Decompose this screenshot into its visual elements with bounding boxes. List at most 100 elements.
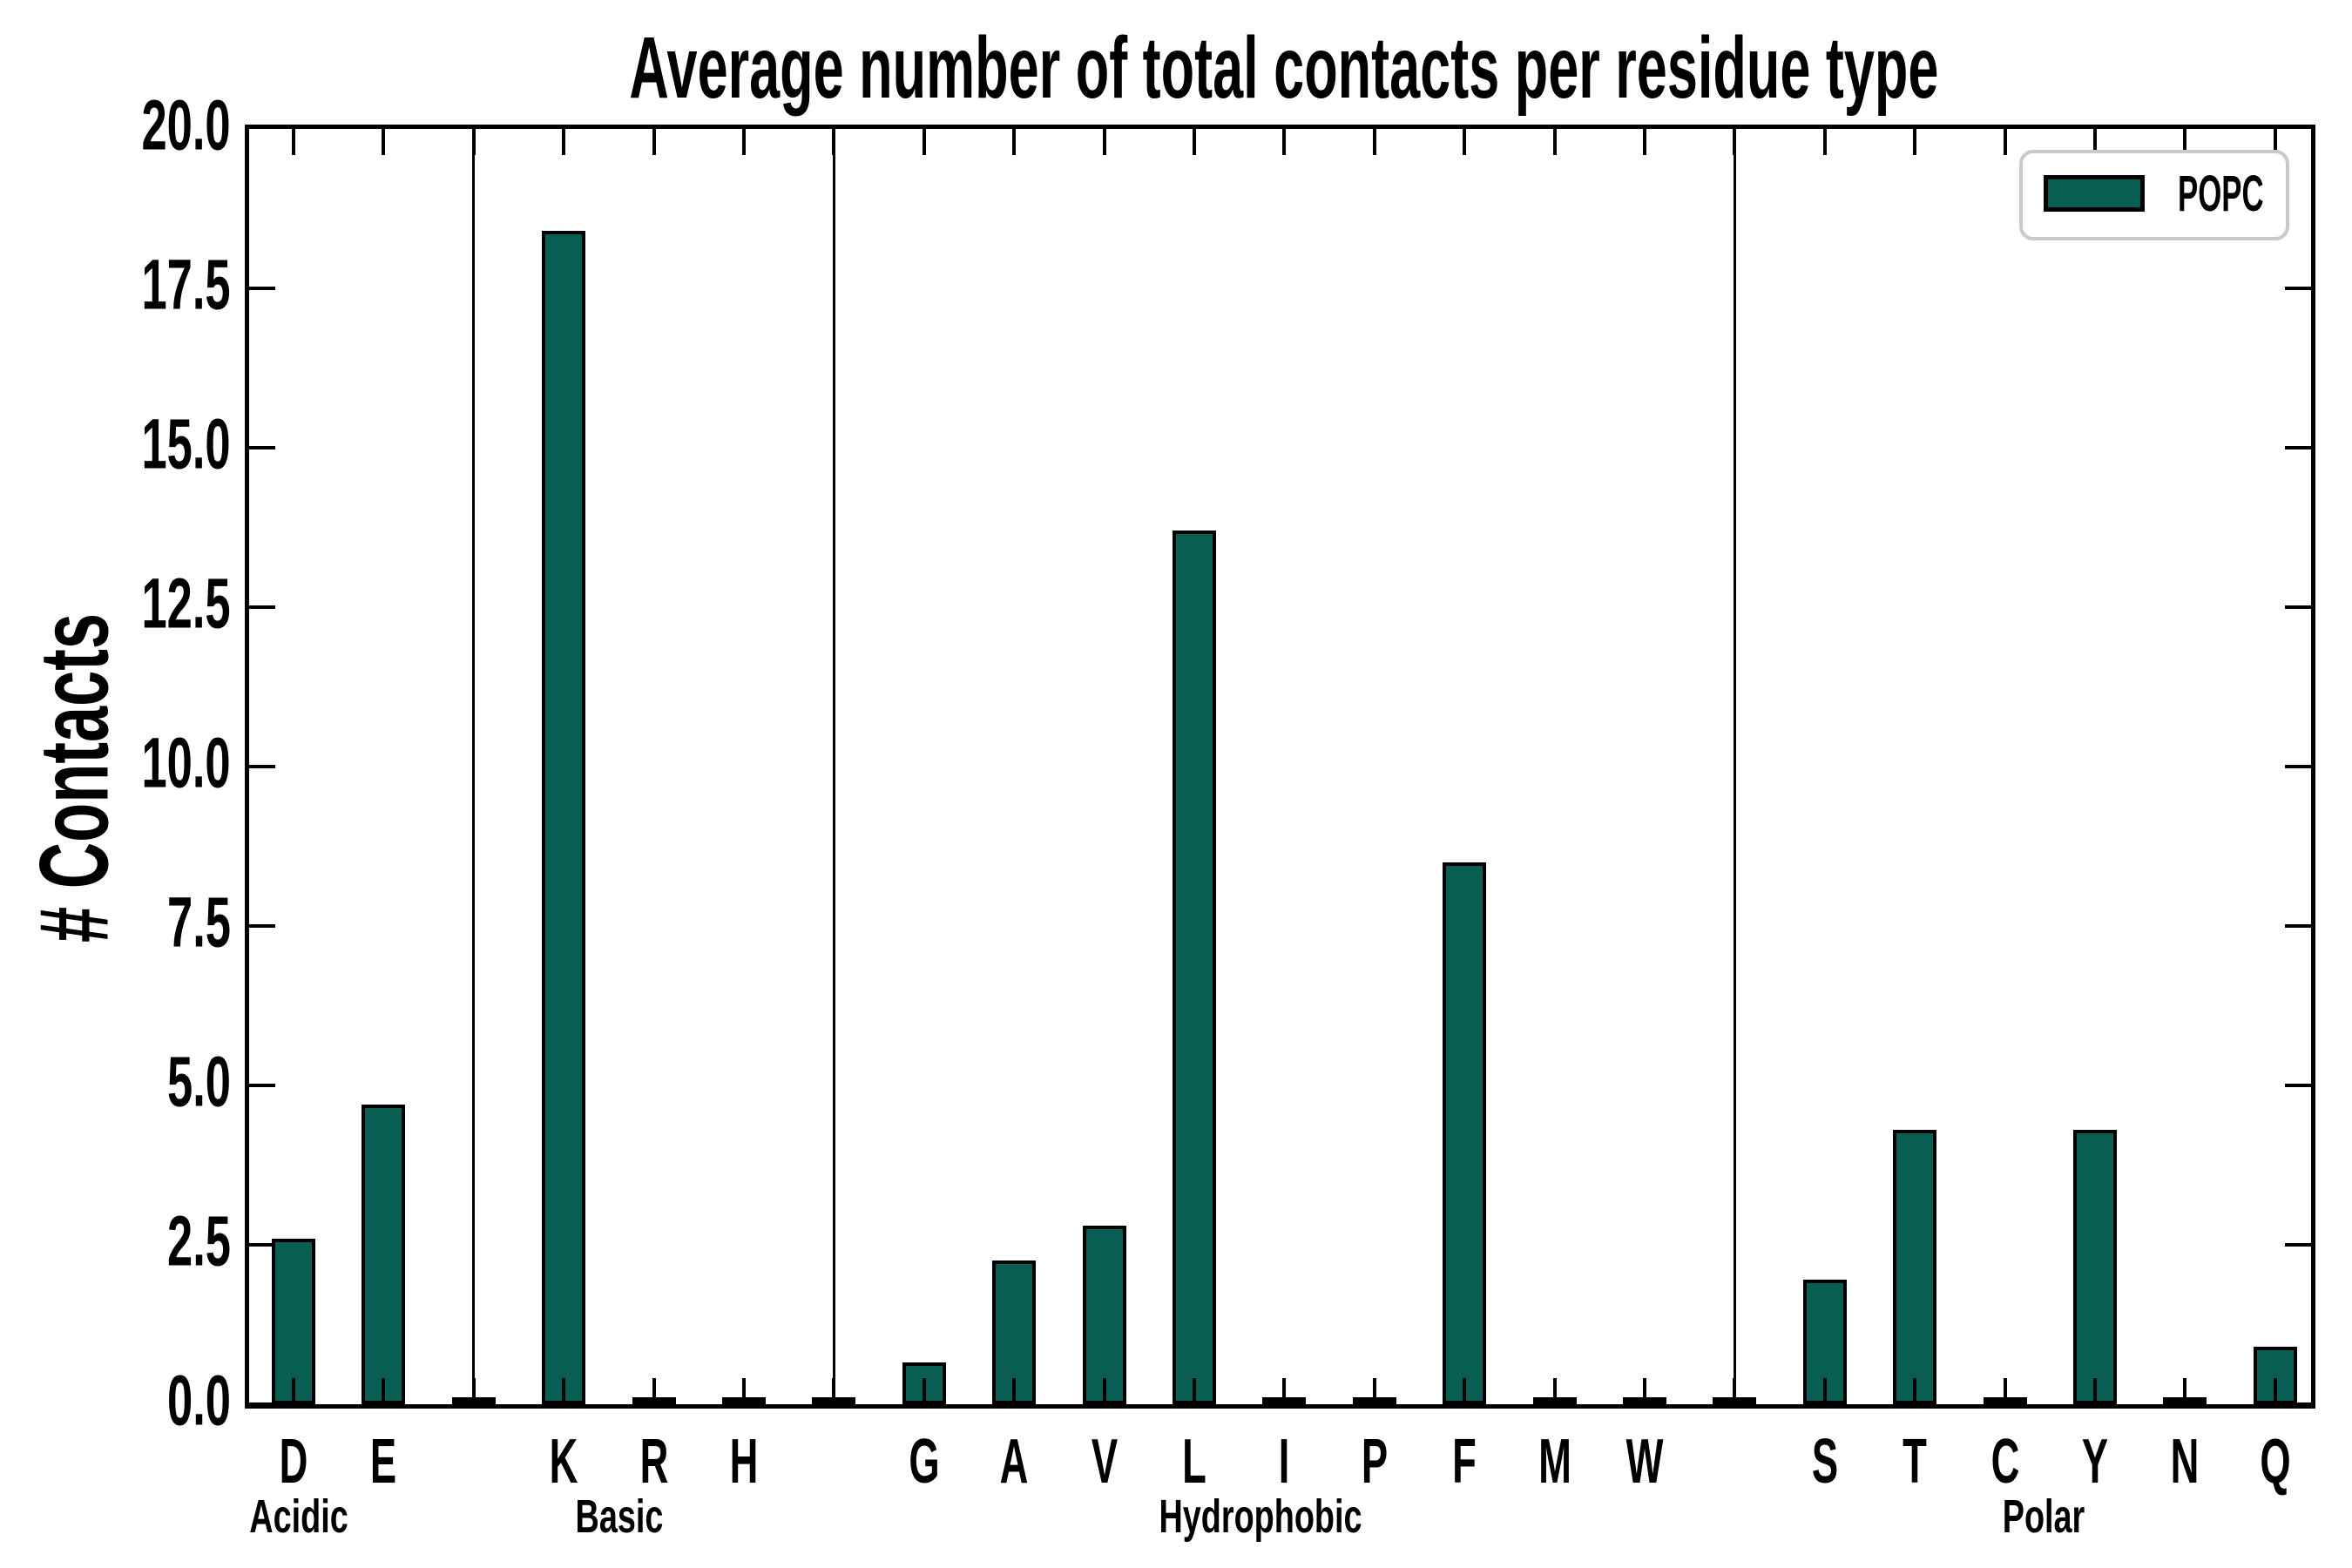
x-tick-label-text: V: [1091, 1427, 1118, 1497]
y-tick-label-2.5: 2.5: [132, 1206, 231, 1278]
x-tick-top: [1282, 129, 1287, 155]
x-tick-label-R: R: [632, 1430, 677, 1493]
x-tick-label-text: Q: [2260, 1427, 2291, 1497]
x-tick-top: [471, 129, 476, 155]
x-tick-label-text: P: [1361, 1427, 1388, 1497]
x-tick-bottom: [1282, 1378, 1287, 1404]
y-tick-right: [2285, 1084, 2311, 1087]
x-tick-bottom: [1102, 1378, 1106, 1404]
x-tick-top: [2273, 129, 2277, 155]
x-tick-label-text: I: [1279, 1427, 1290, 1497]
group-label-polar: Polar: [1985, 1493, 2103, 1540]
y-tick-right: [2285, 1402, 2311, 1406]
y-tick-label-text: 17.5: [141, 245, 231, 325]
y-tick-label-text: 20.0: [141, 85, 231, 166]
y-tick-label-text: 7.5: [167, 882, 231, 963]
x-tick-label-text: G: [909, 1427, 940, 1497]
x-tick-label-S: S: [1804, 1430, 1846, 1493]
legend-label-text: POPC: [2178, 165, 2264, 222]
y-tick-left: [249, 1084, 275, 1087]
x-tick-label-P: P: [1354, 1430, 1396, 1493]
group-label-hydrophobic: Hydrophobic: [1116, 1493, 1406, 1540]
y-tick-label-10.0: 10.0: [91, 723, 231, 803]
x-tick-bottom: [652, 1378, 656, 1404]
y-tick-label-text: 10.0: [141, 723, 231, 803]
x-tick-label-text: M: [1538, 1427, 1571, 1497]
x-tick-label-C: C: [1983, 1430, 2028, 1493]
group-label-basic: Basic: [557, 1493, 682, 1540]
x-tick-bottom: [562, 1378, 566, 1404]
y-tick-right: [2285, 765, 2311, 768]
x-tick-label-L: L: [1175, 1430, 1213, 1493]
bar-V: [1082, 1226, 1126, 1404]
bar-Y: [2073, 1130, 2117, 1404]
x-tick-top: [652, 129, 656, 155]
x-tick-bottom: [1193, 1378, 1196, 1404]
x-tick-bottom: [922, 1378, 926, 1404]
x-tick-label-text: N: [2171, 1427, 2200, 1497]
group-divider: [1733, 129, 1736, 1404]
bar-D: [272, 1239, 315, 1404]
x-tick-label-D: D: [271, 1430, 316, 1493]
x-tick-top: [1913, 129, 1917, 155]
x-tick-top: [292, 129, 295, 155]
y-tick-right: [2285, 446, 2311, 449]
x-tick-label-text: K: [549, 1427, 578, 1497]
x-tick-bottom: [1372, 1378, 1376, 1404]
x-tick-label-N: N: [2162, 1430, 2207, 1493]
x-tick-bottom: [1733, 1378, 1737, 1404]
y-tick-label-15.0: 15.0: [91, 409, 231, 481]
x-tick-label-E: E: [362, 1430, 404, 1493]
y-tick-left: [249, 924, 275, 928]
y-tick-label-5.0: 5.0: [132, 1046, 231, 1119]
y-tick-label-20.0: 20.0: [91, 85, 231, 166]
y-tick-left: [249, 765, 275, 768]
legend-label: POPC: [2178, 165, 2321, 222]
x-tick-top: [1643, 129, 1646, 155]
y-tick-label-7.5: 7.5: [132, 882, 231, 963]
chart-title-text: Average number of total contacts per res…: [629, 19, 1939, 117]
x-tick-label-text: S: [1811, 1427, 1838, 1497]
x-tick-label-V: V: [1084, 1430, 1125, 1493]
x-tick-bottom: [292, 1378, 295, 1404]
x-tick-label-text: Y: [2081, 1427, 2109, 1497]
x-tick-label-I: I: [1275, 1430, 1293, 1493]
x-tick-label-Q: Q: [2251, 1430, 2300, 1493]
x-tick-bottom: [2093, 1378, 2097, 1404]
bar-F: [1443, 862, 1487, 1404]
x-tick-label-text: W: [1625, 1427, 1664, 1497]
x-tick-label-text: T: [1903, 1427, 1928, 1497]
bar-K: [542, 231, 586, 1404]
x-tick-label-Y: Y: [2074, 1430, 2116, 1493]
x-tick-label-text: H: [729, 1427, 759, 1497]
y-tick-left: [249, 1402, 275, 1406]
x-tick-bottom: [1913, 1378, 1917, 1404]
y-tick-left: [249, 446, 275, 449]
x-tick-top: [382, 129, 386, 155]
x-tick-top: [742, 129, 746, 155]
x-tick-top: [922, 129, 926, 155]
group-label-text: Hydrophobic: [1159, 1490, 1362, 1543]
legend-color-swatch: [2044, 175, 2145, 212]
group-divider: [832, 129, 835, 1404]
x-tick-label-text: R: [639, 1427, 668, 1497]
x-tick-label-text: C: [1990, 1427, 2019, 1497]
y-tick-left: [249, 1243, 275, 1247]
group-label-text: Basic: [575, 1490, 664, 1543]
x-tick-top: [1463, 129, 1467, 155]
group-label-acidic: Acidic: [228, 1493, 369, 1540]
x-tick-bottom: [1552, 1378, 1557, 1404]
y-tick-right: [2285, 1243, 2311, 1247]
x-tick-label-text: D: [279, 1427, 308, 1497]
y-tick-right: [2285, 605, 2311, 609]
x-tick-bottom: [1822, 1378, 1827, 1404]
x-tick-label-F: F: [1445, 1430, 1484, 1493]
group-divider: [472, 129, 476, 1404]
y-tick-left: [249, 287, 275, 290]
x-tick-bottom: [471, 1378, 476, 1404]
bar-S: [1802, 1280, 1847, 1404]
y-tick-left: [249, 605, 275, 609]
x-tick-label-M: M: [1529, 1430, 1581, 1493]
x-tick-top: [1733, 129, 1737, 155]
y-tick-label-text: 12.5: [141, 564, 231, 644]
